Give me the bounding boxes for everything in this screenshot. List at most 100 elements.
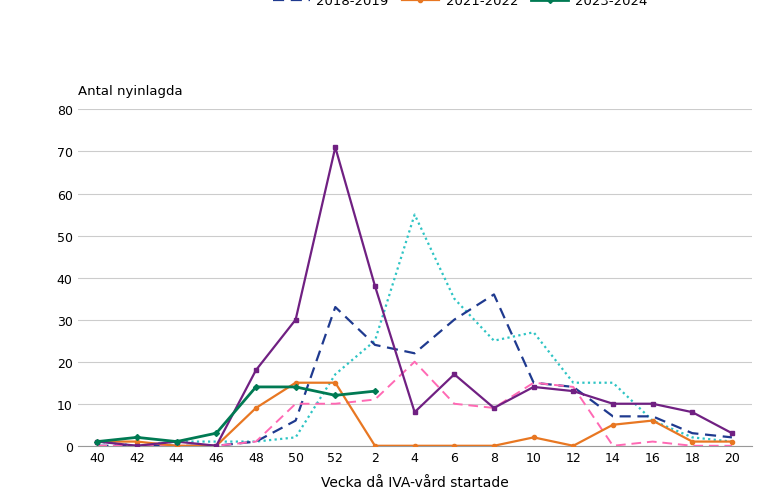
2019-2020 (449, 401, 459, 407)
X-axis label: Vecka då IVA-vård startade: Vecka då IVA-vård startade (321, 475, 508, 489)
2017-2018 (449, 296, 459, 302)
2023-2024 (291, 384, 300, 390)
2022-2023 (449, 372, 459, 378)
2018-2019 (569, 384, 578, 390)
2019-2020 (648, 439, 657, 445)
2021-2022 (529, 434, 539, 440)
2018-2019 (449, 317, 459, 323)
Line: 2023-2024: 2023-2024 (95, 385, 377, 444)
2019-2020 (291, 401, 300, 407)
2021-2022 (291, 380, 300, 386)
2019-2020 (133, 443, 142, 449)
Line: 2021-2022: 2021-2022 (95, 381, 734, 448)
2017-2018 (331, 372, 340, 378)
2022-2023 (331, 145, 340, 151)
Line: 2019-2020: 2019-2020 (98, 362, 732, 446)
2021-2022 (489, 443, 498, 449)
2022-2023 (93, 439, 102, 445)
2023-2024 (172, 439, 181, 445)
2022-2023 (569, 388, 578, 394)
2019-2020 (608, 443, 618, 449)
2021-2022 (331, 380, 340, 386)
2023-2024 (93, 439, 102, 445)
2018-2019 (331, 305, 340, 311)
2019-2020 (529, 380, 539, 386)
2018-2019 (727, 434, 736, 440)
2021-2022 (370, 443, 380, 449)
2018-2019 (93, 443, 102, 449)
2019-2020 (212, 443, 221, 449)
2022-2023 (291, 317, 300, 323)
2021-2022 (212, 443, 221, 449)
Line: 2017-2018: 2017-2018 (98, 215, 732, 446)
2017-2018 (687, 434, 697, 440)
2021-2022 (727, 439, 736, 445)
2022-2023 (687, 409, 697, 415)
2021-2022 (569, 443, 578, 449)
2017-2018 (172, 439, 181, 445)
2018-2019 (370, 342, 380, 348)
2022-2023 (212, 443, 221, 449)
2022-2023 (133, 443, 142, 449)
2019-2020 (331, 401, 340, 407)
2019-2020 (172, 443, 181, 449)
2019-2020 (687, 443, 697, 449)
2018-2019 (172, 443, 181, 449)
2017-2018 (370, 338, 380, 344)
2021-2022 (608, 422, 618, 428)
2019-2020 (489, 405, 498, 411)
2019-2020 (93, 443, 102, 449)
2017-2018 (648, 418, 657, 424)
2017-2018 (569, 380, 578, 386)
2018-2019 (212, 443, 221, 449)
2023-2024 (370, 388, 380, 394)
2018-2019 (489, 292, 498, 298)
2018-2019 (608, 413, 618, 419)
2018-2019 (687, 430, 697, 436)
2019-2020 (370, 397, 380, 403)
2017-2018 (251, 439, 260, 445)
2021-2022 (687, 439, 697, 445)
2018-2019 (251, 439, 260, 445)
Line: 2018-2019: 2018-2019 (98, 295, 732, 446)
2022-2023 (172, 439, 181, 445)
2022-2023 (370, 284, 380, 290)
2018-2019 (291, 418, 300, 424)
2022-2023 (648, 401, 657, 407)
2018-2019 (529, 380, 539, 386)
2017-2018 (727, 439, 736, 445)
2017-2018 (489, 338, 498, 344)
2019-2020 (251, 439, 260, 445)
Legend: 2017-2018, 2018-2019, 2019-2020, 2021-2022, 2022-2023, 2023-2024: 2017-2018, 2018-2019, 2019-2020, 2021-20… (273, 0, 647, 9)
2022-2023 (410, 409, 419, 415)
2022-2023 (489, 405, 498, 411)
2023-2024 (251, 384, 260, 390)
2017-2018 (410, 212, 419, 218)
2017-2018 (212, 439, 221, 445)
Text: Antal nyinlagda: Antal nyinlagda (78, 85, 182, 98)
2017-2018 (291, 434, 300, 440)
2022-2023 (529, 384, 539, 390)
2023-2024 (331, 393, 340, 399)
2017-2018 (608, 380, 618, 386)
2021-2022 (93, 439, 102, 445)
2019-2020 (569, 384, 578, 390)
2022-2023 (251, 367, 260, 373)
2022-2023 (608, 401, 618, 407)
2021-2022 (133, 439, 142, 445)
2018-2019 (648, 413, 657, 419)
2023-2024 (212, 430, 221, 436)
Line: 2022-2023: 2022-2023 (95, 146, 734, 448)
2021-2022 (648, 418, 657, 424)
2017-2018 (529, 330, 539, 336)
2021-2022 (449, 443, 459, 449)
2017-2018 (93, 439, 102, 445)
2021-2022 (172, 443, 181, 449)
2019-2020 (410, 359, 419, 365)
2018-2019 (410, 351, 419, 357)
2021-2022 (410, 443, 419, 449)
2017-2018 (133, 443, 142, 449)
2021-2022 (251, 405, 260, 411)
2023-2024 (133, 434, 142, 440)
2019-2020 (727, 443, 736, 449)
